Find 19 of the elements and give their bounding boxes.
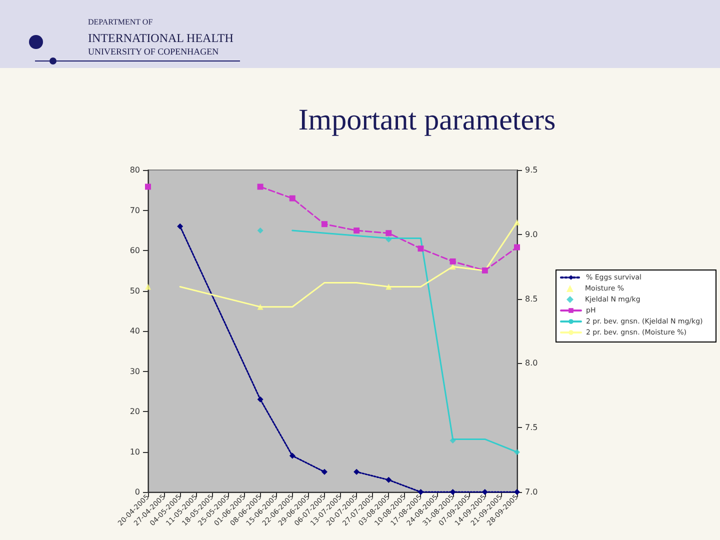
chart-title: Important parameters [298, 104, 556, 136]
y-tick-label: 80 [130, 166, 140, 174]
text: DEPARTMENT OF [88, 18, 154, 26]
y-tick-label: 0 [134, 488, 140, 496]
y-tick-label: 10 [130, 447, 140, 456]
y-tick-label: 70 [130, 206, 140, 215]
y2-tick-label: 8.5 [525, 294, 538, 304]
y-tick-label: 30 [130, 366, 140, 376]
y2-tick-label: 9.5 [525, 166, 538, 174]
y2-tick-label: 8.0 [525, 358, 538, 368]
text: INTERNATIONAL HEALTH [88, 31, 234, 45]
text: UNIVERSITY OF COPENHAGEN [88, 46, 220, 56]
y-tick-label: 20 [130, 407, 140, 416]
y2-tick-label: 7.5 [525, 423, 538, 432]
y-tick-label: 60 [130, 246, 140, 255]
y2-tick-label: 7.0 [525, 488, 538, 496]
y-tick-label: 40 [130, 326, 140, 336]
y-tick-label: 50 [130, 286, 140, 296]
y2-tick-label: 9.0 [525, 230, 538, 239]
